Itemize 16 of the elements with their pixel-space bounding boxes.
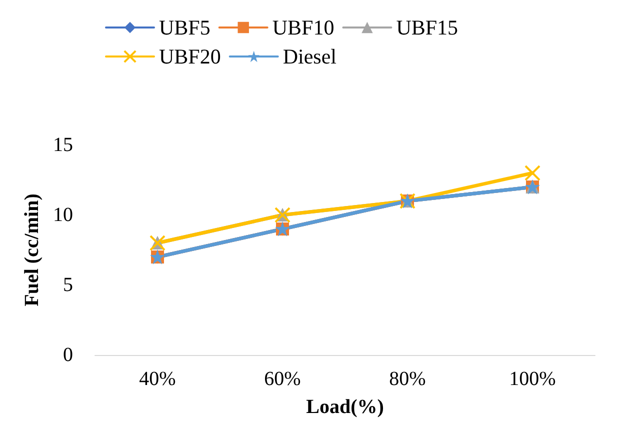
- y-tick-label: 0: [63, 344, 73, 366]
- y-tick-label: 15: [53, 134, 73, 156]
- x-tick-label: 100%: [509, 368, 556, 390]
- x-axis-title: Load(%): [306, 396, 384, 418]
- legend-label: UBF20: [159, 44, 221, 68]
- y-tick-label: 10: [53, 204, 73, 226]
- y-tick-label: 5: [63, 274, 73, 296]
- x-tick-label: 60%: [264, 368, 301, 390]
- legend-label: UBF15: [396, 16, 458, 40]
- point: [524, 165, 540, 181]
- legend-label: UBF5: [159, 16, 210, 40]
- x-tick-label: 40%: [139, 368, 176, 390]
- x-tick-label: 80%: [389, 368, 426, 390]
- legend-label: UBF10: [272, 16, 334, 40]
- legend-label: Diesel: [282, 44, 337, 68]
- y-axis-title: Fuel (cc/min): [21, 194, 44, 306]
